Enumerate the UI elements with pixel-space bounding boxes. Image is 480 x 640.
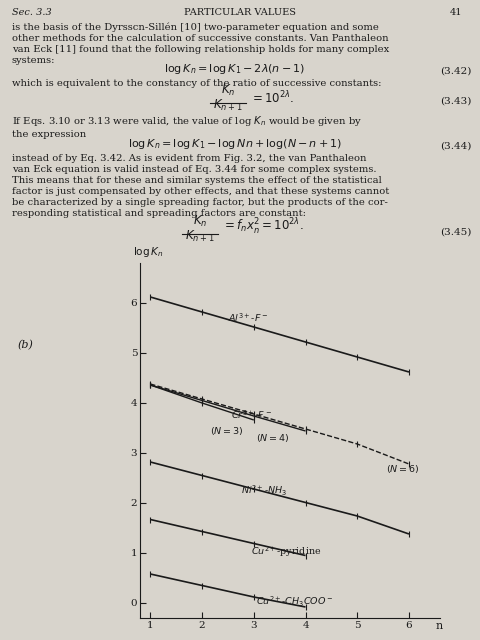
Text: (3.45): (3.45) [440, 228, 471, 237]
Text: responding statistical and spreading factors are constant:: responding statistical and spreading fac… [12, 209, 306, 218]
Text: 41: 41 [449, 8, 462, 17]
Text: $= 10^{2\lambda}.$: $= 10^{2\lambda}.$ [250, 90, 294, 106]
Text: $(N=3)$: $(N=3)$ [210, 425, 243, 437]
Text: (b): (b) [18, 340, 34, 350]
Text: factor is just compensated by other effects, and that these systems cannot: factor is just compensated by other effe… [12, 187, 389, 196]
Text: n: n [435, 621, 443, 631]
Text: $Cu^{2+}$-$CH_3COO^-$: $Cu^{2+}$-$CH_3COO^-$ [256, 595, 334, 609]
Text: (3.42): (3.42) [440, 67, 471, 76]
Text: which is equivalent to the constancy of the ratio of successive constants:: which is equivalent to the constancy of … [12, 79, 382, 88]
Text: $Ni^{2+}$-$NH_3$: $Ni^{2+}$-$NH_3$ [241, 484, 287, 499]
Text: $\log K_n = \log K_1 - \log Nn + \log(N - n + 1)$: $\log K_n = \log K_1 - \log Nn + \log(N … [128, 137, 342, 151]
Text: $K_{n+1}$: $K_{n+1}$ [185, 229, 215, 244]
Text: $Cu^{2+}$-pyridine: $Cu^{2+}$-pyridine [251, 545, 322, 559]
Text: $\log K_n = \log K_1 - 2\lambda(n-1)$: $\log K_n = \log K_1 - 2\lambda(n-1)$ [165, 62, 306, 76]
Text: Sec. 3.3: Sec. 3.3 [12, 8, 52, 17]
Text: instead of by Eq. 3.42. As is evident from Fig. 3.2, the van Panthaleon: instead of by Eq. 3.42. As is evident fr… [12, 154, 367, 163]
Text: $K_{n+1}$: $K_{n+1}$ [213, 98, 243, 113]
Text: If Eqs. 3.10 or 3.13 were valid, the value of log $K_n$ would be given by: If Eqs. 3.10 or 3.13 were valid, the val… [12, 114, 362, 128]
Text: (3.43): (3.43) [440, 97, 471, 106]
Text: $Cr^{3+}$-$F^-$: $Cr^{3+}$-$F^-$ [230, 408, 272, 421]
Text: other methods for the calculation of successive constants. Van Panthaleon: other methods for the calculation of suc… [12, 34, 389, 43]
Text: PARTICULAR VALUES: PARTICULAR VALUES [184, 8, 296, 17]
Text: $(N=6)$: $(N=6)$ [386, 463, 419, 475]
Text: $= f_n x_n^2 = 10^{2\lambda}.$: $= f_n x_n^2 = 10^{2\lambda}.$ [222, 217, 304, 237]
Text: systems:: systems: [12, 56, 56, 65]
Text: $\log K_n$: $\log K_n$ [133, 245, 163, 259]
Text: the expression: the expression [12, 130, 86, 139]
Text: $(N=4)$: $(N=4)$ [256, 433, 290, 445]
Text: This means that for these and similar systems the effect of the statistical: This means that for these and similar sy… [12, 176, 382, 185]
Text: $K_n$: $K_n$ [193, 214, 207, 229]
Text: $K_n$: $K_n$ [221, 83, 235, 98]
Text: van Eck equation is valid instead of Eq. 3.44 for some complex systems.: van Eck equation is valid instead of Eq.… [12, 165, 376, 174]
Text: be characterized by a single spreading factor, but the products of the cor-: be characterized by a single spreading f… [12, 198, 388, 207]
Text: $Al^{3+}$-$F^-$: $Al^{3+}$-$F^-$ [228, 312, 268, 324]
Text: (3.44): (3.44) [440, 142, 471, 151]
Text: is the basis of the Dyrsscn-Sillén [10] two-parameter equation and some: is the basis of the Dyrsscn-Sillén [10] … [12, 22, 379, 32]
Text: van Eck [11] found that the following relationship holds for many complex: van Eck [11] found that the following re… [12, 45, 389, 54]
